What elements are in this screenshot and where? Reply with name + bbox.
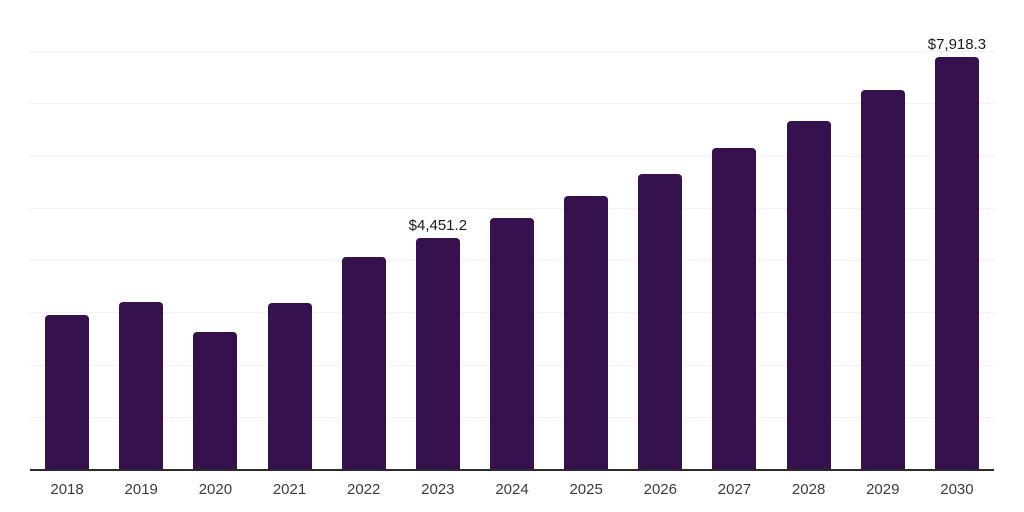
bar-2024	[490, 218, 534, 470]
gridline-8000	[30, 51, 994, 53]
x-tick-2022: 2022	[347, 481, 381, 498]
x-tick-2020: 2020	[198, 481, 233, 498]
x-axis-line	[30, 469, 994, 471]
x-tick-2024: 2024	[495, 481, 529, 498]
bar-2022	[341, 256, 386, 470]
bar-2018	[45, 315, 90, 470]
gridline-7000	[30, 103, 994, 105]
bar-2026	[638, 174, 683, 470]
x-tick-2025: 2025	[569, 481, 603, 498]
bar-2019	[119, 302, 164, 470]
plot-area: $4,451.2 $7,918.3	[30, 0, 994, 471]
bar-2023	[415, 237, 460, 470]
value-label-2023: $4,451.2	[408, 216, 468, 234]
x-tick-2023: 2023	[421, 481, 455, 498]
x-tick-2019: 2019	[124, 481, 158, 498]
bar-2025	[564, 196, 609, 470]
gridline-6000	[30, 155, 994, 157]
value-label-2030: $7,918.3	[927, 35, 987, 53]
bar-2028	[786, 120, 831, 470]
x-tick-2029: 2029	[866, 481, 900, 498]
x-tick-2026: 2026	[643, 481, 677, 498]
x-tick-2030: 2030	[940, 481, 974, 498]
bar-2027	[712, 148, 757, 470]
bar-2020	[193, 332, 238, 470]
x-tick-2018: 2018	[50, 481, 84, 498]
bar-2021	[267, 302, 312, 470]
bar-2029	[860, 90, 905, 470]
x-tick-2028: 2028	[791, 481, 826, 498]
x-axis-labels: 2018 2019 2020 2021 2022 2023 2024 2025 2026 2027…	[30, 481, 994, 501]
gridline-5000	[30, 207, 994, 209]
x-tick-2021: 2021	[272, 481, 307, 498]
x-tick-2027: 2027	[717, 481, 752, 498]
bar-2030	[934, 56, 979, 470]
